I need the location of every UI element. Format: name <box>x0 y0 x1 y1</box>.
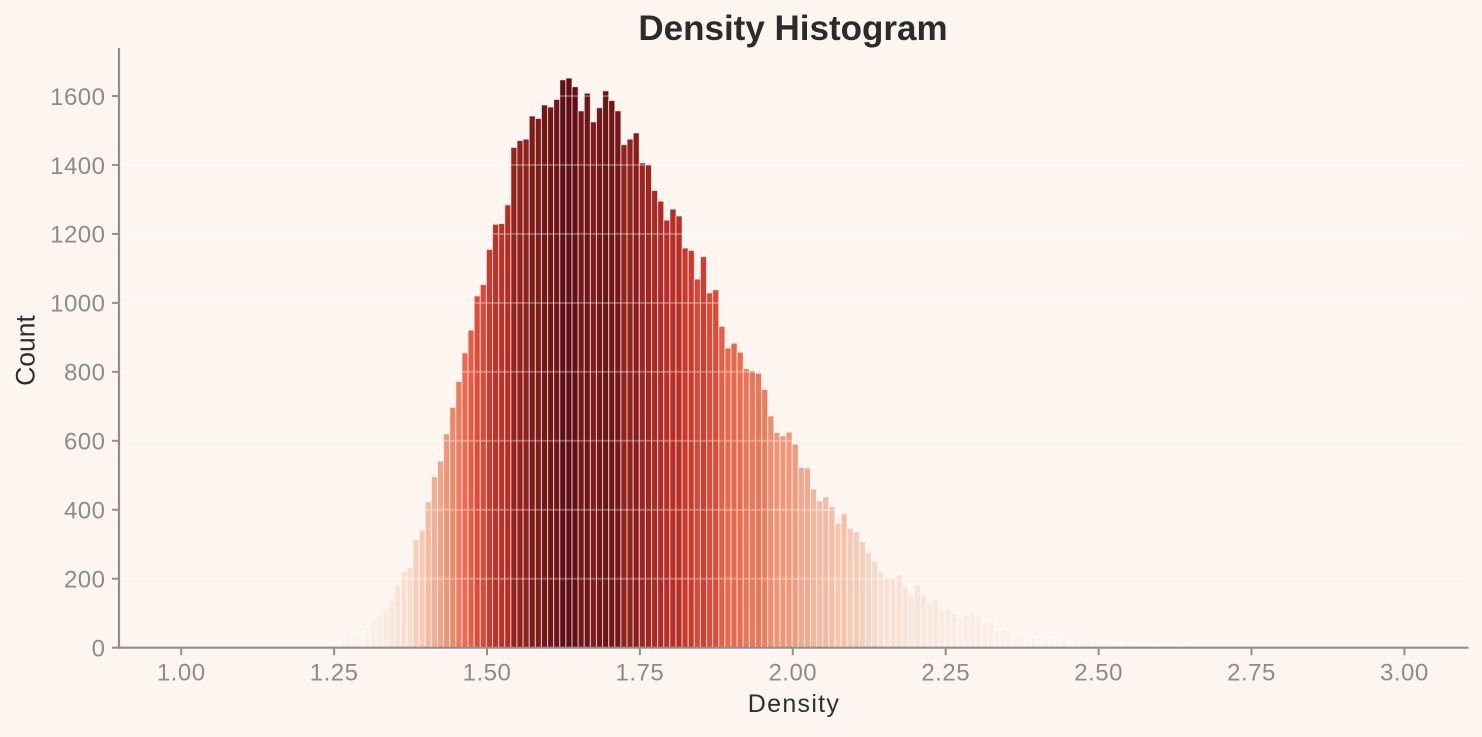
svg-text:3.00: 3.00 <box>1380 659 1429 686</box>
svg-text:400: 400 <box>64 498 106 525</box>
svg-text:2.25: 2.25 <box>921 659 970 686</box>
svg-text:2.50: 2.50 <box>1074 659 1123 686</box>
svg-text:2.00: 2.00 <box>768 659 817 686</box>
svg-text:0: 0 <box>92 636 106 663</box>
svg-text:1.25: 1.25 <box>310 659 359 686</box>
svg-text:Count: Count <box>11 315 41 386</box>
svg-text:Density: Density <box>748 690 840 718</box>
svg-text:1.00: 1.00 <box>157 659 206 686</box>
svg-text:2.75: 2.75 <box>1227 659 1276 686</box>
svg-text:Density Histogram: Density Histogram <box>638 9 947 48</box>
svg-text:1600: 1600 <box>50 84 105 111</box>
svg-text:1.75: 1.75 <box>616 659 665 686</box>
svg-text:800: 800 <box>64 360 106 387</box>
svg-text:1000: 1000 <box>50 291 105 318</box>
svg-text:1.50: 1.50 <box>463 659 512 686</box>
svg-text:600: 600 <box>64 429 106 456</box>
svg-text:1200: 1200 <box>50 222 105 249</box>
svg-text:1400: 1400 <box>50 153 105 180</box>
svg-text:200: 200 <box>64 567 106 594</box>
